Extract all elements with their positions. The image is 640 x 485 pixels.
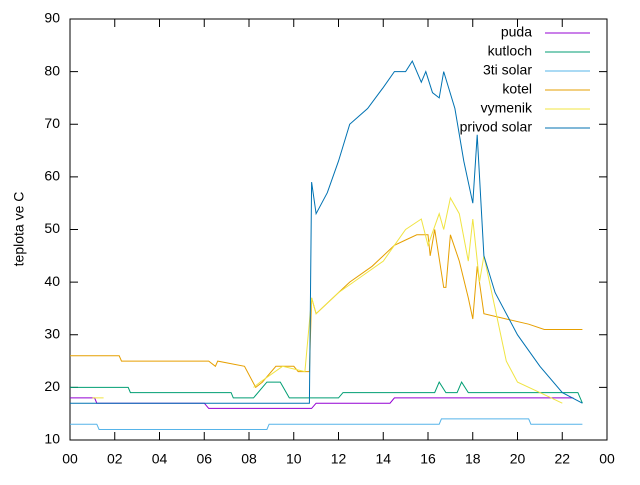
y-tick-label: 90 [44,10,60,26]
y-tick-label: 10 [44,431,60,447]
legend-label: puda [501,24,532,40]
series-line [70,381,583,404]
x-tick-label: 06 [196,451,212,467]
y-tick-label: 50 [44,220,60,236]
x-tick-label: 10 [286,451,302,467]
x-tick-label: 16 [420,451,436,467]
y-tick-label: 80 [44,62,60,78]
x-tick-label: 20 [510,451,526,467]
legend-label: kutloch [488,43,532,59]
y-tick-label: 30 [44,325,60,341]
series-line [92,196,563,404]
x-tick-label: 00 [62,451,78,467]
legend-label: privod solar [460,119,533,135]
y-tick-label: 20 [44,378,60,394]
series-line [70,397,574,409]
legend-label: kotel [502,81,532,97]
y-axis-label: teplota ve C [11,192,27,267]
x-tick-label: 18 [465,451,481,467]
series-line [70,229,583,389]
legend-label: 3ti solar [483,62,532,78]
series-line [70,60,583,404]
x-tick-label: 04 [152,451,168,467]
y-tick-label: 70 [44,115,60,131]
legend-label: vymenik [481,100,533,116]
x-tick-label: 22 [554,451,570,467]
x-tick-label: 08 [241,451,257,467]
x-tick-label: 00 [599,451,615,467]
series-line [70,418,583,430]
x-tick-label: 14 [375,451,391,467]
y-tick-label: 40 [44,273,60,289]
y-tick-label: 60 [44,168,60,184]
x-tick-label: 12 [331,451,347,467]
x-tick-label: 02 [107,451,123,467]
